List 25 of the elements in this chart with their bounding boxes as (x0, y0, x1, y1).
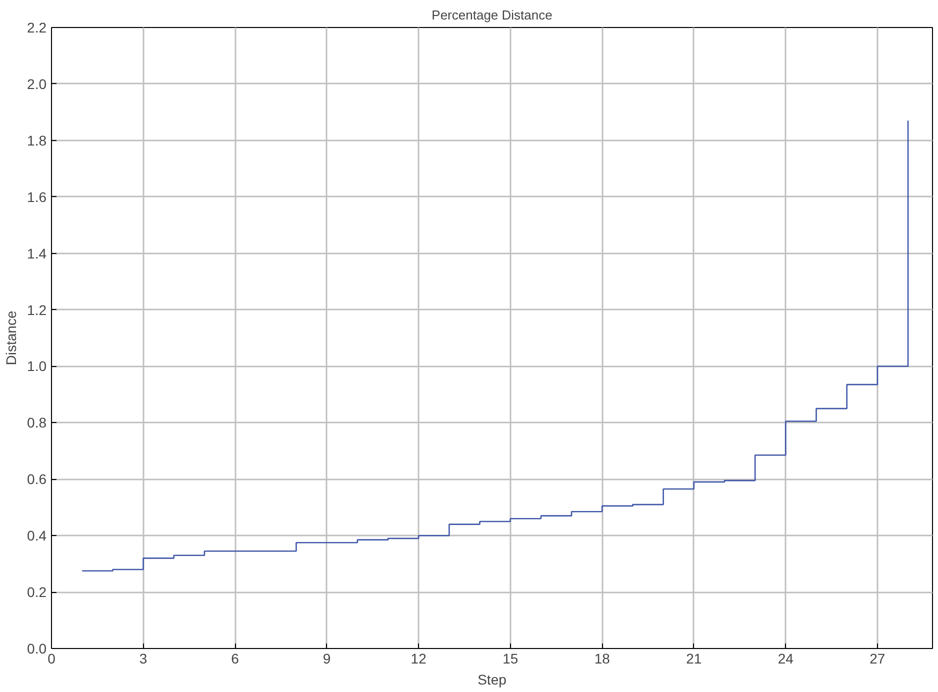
y-tick-label: 2.0 (27, 76, 47, 92)
y-tick-label: 2.2 (27, 20, 47, 36)
x-tick-label: 27 (870, 650, 886, 666)
x-tick-label: 12 (410, 650, 427, 666)
y-tick-label: 1.8 (27, 132, 47, 148)
y-tick-label: 0.0 (27, 640, 47, 656)
y-axis-title: Distance (3, 310, 20, 366)
y-tick-label: 0.4 (27, 528, 47, 544)
x-tick-label: 0 (48, 650, 56, 666)
x-tick-label: 18 (594, 650, 610, 666)
x-tick-label: 6 (231, 650, 240, 666)
y-tick-label: 0.8 (27, 414, 47, 431)
x-tick-label: 3 (139, 650, 148, 666)
x-tick-label: 9 (322, 650, 331, 666)
chart-title: Percentage Distance (432, 8, 552, 22)
y-tick-label: 0.6 (27, 471, 47, 488)
x-axis-title: Step (478, 672, 507, 688)
x-tick-label: 15 (502, 650, 518, 666)
y-tick-label: 1.4 (27, 245, 47, 262)
y-tick-label: 1.2 (27, 302, 47, 318)
x-tick-label: 24 (778, 650, 794, 666)
y-tick-label: 1.0 (27, 358, 47, 374)
y-tick-label: 0.2 (27, 584, 47, 600)
y-tick-label: 1.6 (27, 188, 47, 205)
x-tick-label: 21 (686, 650, 702, 666)
